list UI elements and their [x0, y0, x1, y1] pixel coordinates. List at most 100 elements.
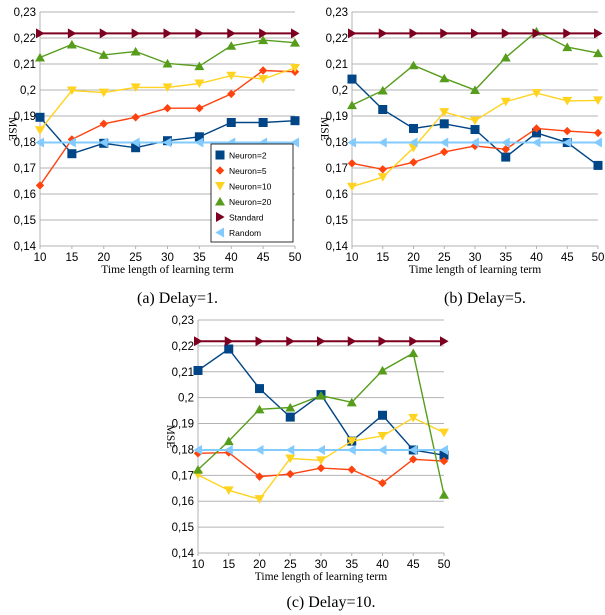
data-point — [440, 336, 449, 347]
series-neuron-20 — [193, 348, 449, 499]
legend-marker — [215, 150, 225, 160]
data-point — [131, 113, 140, 122]
data-point — [347, 159, 357, 168]
data-point — [316, 463, 326, 473]
data-point — [194, 336, 203, 347]
data-point — [470, 85, 480, 94]
y-tick-label: 0,19 — [326, 111, 348, 123]
y-tick-label: 0,17 — [172, 470, 194, 482]
series-neuron-5 — [193, 448, 449, 488]
data-point — [131, 28, 141, 39]
data-point — [193, 365, 203, 375]
data-point — [378, 28, 388, 39]
data-point — [226, 118, 236, 127]
data-point — [378, 336, 388, 347]
x-tick-label: 10 — [192, 559, 205, 571]
data-point — [531, 89, 542, 98]
data-point — [254, 444, 264, 455]
data-point — [67, 137, 76, 148]
x-tick-label: 45 — [561, 252, 574, 264]
data-point — [440, 147, 449, 157]
data-point — [98, 88, 109, 98]
data-point — [593, 48, 603, 58]
data-point — [593, 160, 603, 170]
data-point — [130, 83, 141, 92]
y-tick-label: 0,19 — [172, 419, 194, 431]
y-axis-title: MSE — [164, 425, 176, 449]
legend-marker — [215, 227, 224, 238]
y-axis-title: MSE — [318, 117, 330, 141]
data-point — [439, 119, 449, 129]
y-tick-label: 0,14 — [326, 241, 349, 253]
data-point — [286, 336, 295, 347]
y-tick-label: 0,22 — [172, 341, 194, 353]
data-point — [439, 137, 449, 148]
data-point — [223, 436, 234, 446]
y-tick-label: 0,2 — [332, 85, 348, 97]
data-point — [255, 336, 265, 347]
data-point — [226, 71, 237, 81]
data-point — [500, 52, 511, 62]
data-point — [471, 28, 480, 39]
legend-label: Neuron=5 — [229, 166, 267, 176]
data-point — [378, 410, 387, 420]
data-point — [131, 137, 140, 148]
data-point — [290, 38, 300, 47]
data-point — [130, 46, 141, 56]
series-neuron-10 — [35, 63, 300, 135]
data-point — [290, 137, 299, 148]
data-point — [131, 143, 141, 153]
x-axis-title: Time length of learning term — [255, 571, 387, 583]
y-tick-label: 0,16 — [14, 189, 36, 201]
chart-caption: (a) Delay=1. — [137, 290, 218, 307]
data-point — [439, 73, 450, 83]
data-point — [500, 97, 511, 107]
legend-label: Neuron=10 — [229, 182, 272, 192]
x-tick-label: 10 — [346, 252, 359, 264]
data-point — [377, 444, 387, 455]
data-point — [593, 137, 602, 148]
data-point — [258, 118, 268, 127]
data-point — [98, 50, 109, 59]
chart-panel-3: 0,14 0,15 0,16 0,17 0,18 0,19 0,2 0,21 0,22 0,23 1… — [164, 315, 450, 611]
data-point — [409, 455, 418, 464]
x-tick-label: 30 — [469, 252, 482, 264]
series-neuron-10 — [347, 89, 603, 192]
legend-label: Neuron=2 — [229, 151, 267, 161]
y-tick-label: 0,18 — [326, 137, 348, 149]
x-tick-label: 50 — [289, 252, 302, 264]
legend-label: Random — [229, 228, 261, 238]
y-tick-label: 0,2 — [20, 85, 36, 97]
data-point — [285, 444, 295, 455]
y-tick-label: 0,17 — [14, 163, 36, 175]
y-tick-label: 0,23 — [14, 7, 36, 19]
data-point — [470, 137, 479, 148]
data-point — [563, 28, 572, 39]
data-point — [470, 125, 480, 135]
data-point — [285, 454, 296, 464]
series-neuron-20 — [35, 35, 300, 71]
data-point — [193, 465, 203, 474]
data-point — [35, 126, 45, 135]
x-tick-label: 30 — [161, 252, 174, 264]
data-point — [163, 28, 173, 39]
data-point — [286, 469, 295, 479]
data-point — [347, 100, 357, 110]
data-point — [194, 137, 204, 148]
data-point — [99, 137, 108, 148]
legend: Neuron=2 Neuron=5 Neuron=10 Neuron=20 Standa… — [210, 143, 294, 243]
data-point — [439, 490, 449, 499]
chart-caption: (b) Delay=5. — [444, 290, 526, 307]
series-random — [193, 444, 448, 455]
series-line — [351, 30, 599, 106]
data-point — [223, 486, 234, 495]
y-tick-label: 0,18 — [14, 137, 36, 149]
data-point — [255, 472, 264, 481]
data-point — [163, 104, 172, 113]
data-point — [594, 28, 603, 39]
data-point — [501, 28, 511, 39]
x-tick-label: 40 — [376, 559, 389, 571]
series-standard — [348, 28, 603, 39]
data-point — [377, 173, 388, 182]
